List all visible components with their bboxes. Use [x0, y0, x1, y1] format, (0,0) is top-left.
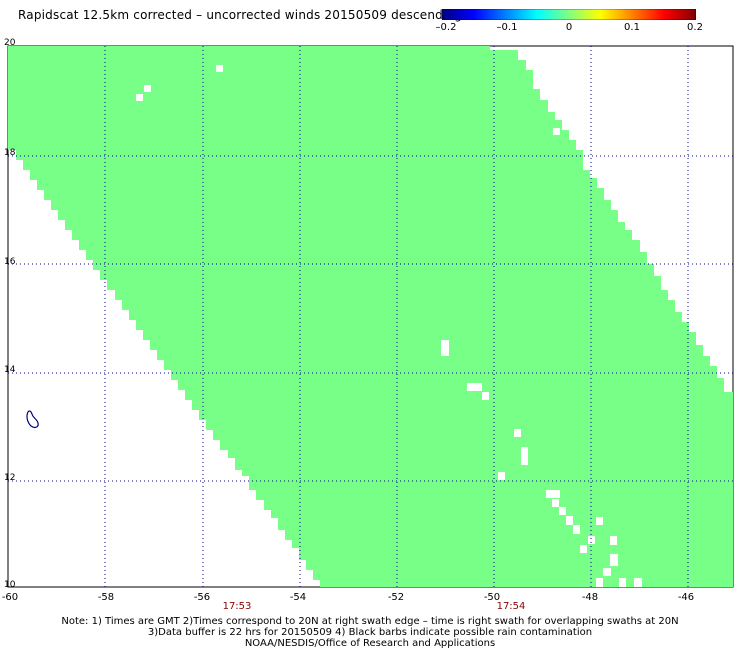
- colorbar-label-max: 0.2: [687, 22, 703, 33]
- lat-label-10: 10: [4, 580, 16, 590]
- lon-label-60: -60: [1, 592, 19, 603]
- lon-label-56: -56: [193, 592, 211, 603]
- colorbar-label-zero: 0: [565, 22, 573, 33]
- swath-time-left: 17:53: [222, 601, 252, 612]
- island-coastline: [26, 410, 39, 429]
- colorbar-label-pos: 0.1: [624, 22, 640, 33]
- note-line-1: Note: 1) Times are GMT 2)Times correspon…: [61, 616, 679, 627]
- note-line-2: 3)Data buffer is 22 hrs for 20150509 4) …: [147, 627, 593, 638]
- lon-label-48: -48: [581, 592, 599, 603]
- colorbar-label-neg: –0.1: [496, 22, 518, 33]
- colorbar: [442, 9, 696, 20]
- lat-lon-grid: [8, 46, 733, 587]
- lat-label-20: 20: [4, 38, 16, 48]
- lon-label-50: -50: [483, 592, 501, 603]
- colorbar-label-min: –0.2: [435, 22, 457, 33]
- note-line-3: NOAA/NESDIS/Office of Research and Appli…: [244, 638, 496, 649]
- map-title: Rapidscat 12.5km corrected – uncorrected…: [18, 8, 463, 22]
- lon-label-46: -46: [677, 592, 695, 603]
- lat-label-18: 18: [4, 148, 16, 158]
- lon-label-52: -52: [387, 592, 405, 603]
- missing-data-cells: [136, 65, 642, 587]
- lat-label-12: 12: [4, 473, 16, 483]
- swath-time-right: 17:54: [496, 601, 526, 612]
- lat-label-14: 14: [4, 365, 16, 375]
- lat-label-16: 16: [4, 257, 16, 267]
- lon-label-58: -58: [97, 592, 115, 603]
- scatterometer-swath: [8, 46, 733, 587]
- lon-label-54: -54: [289, 592, 307, 603]
